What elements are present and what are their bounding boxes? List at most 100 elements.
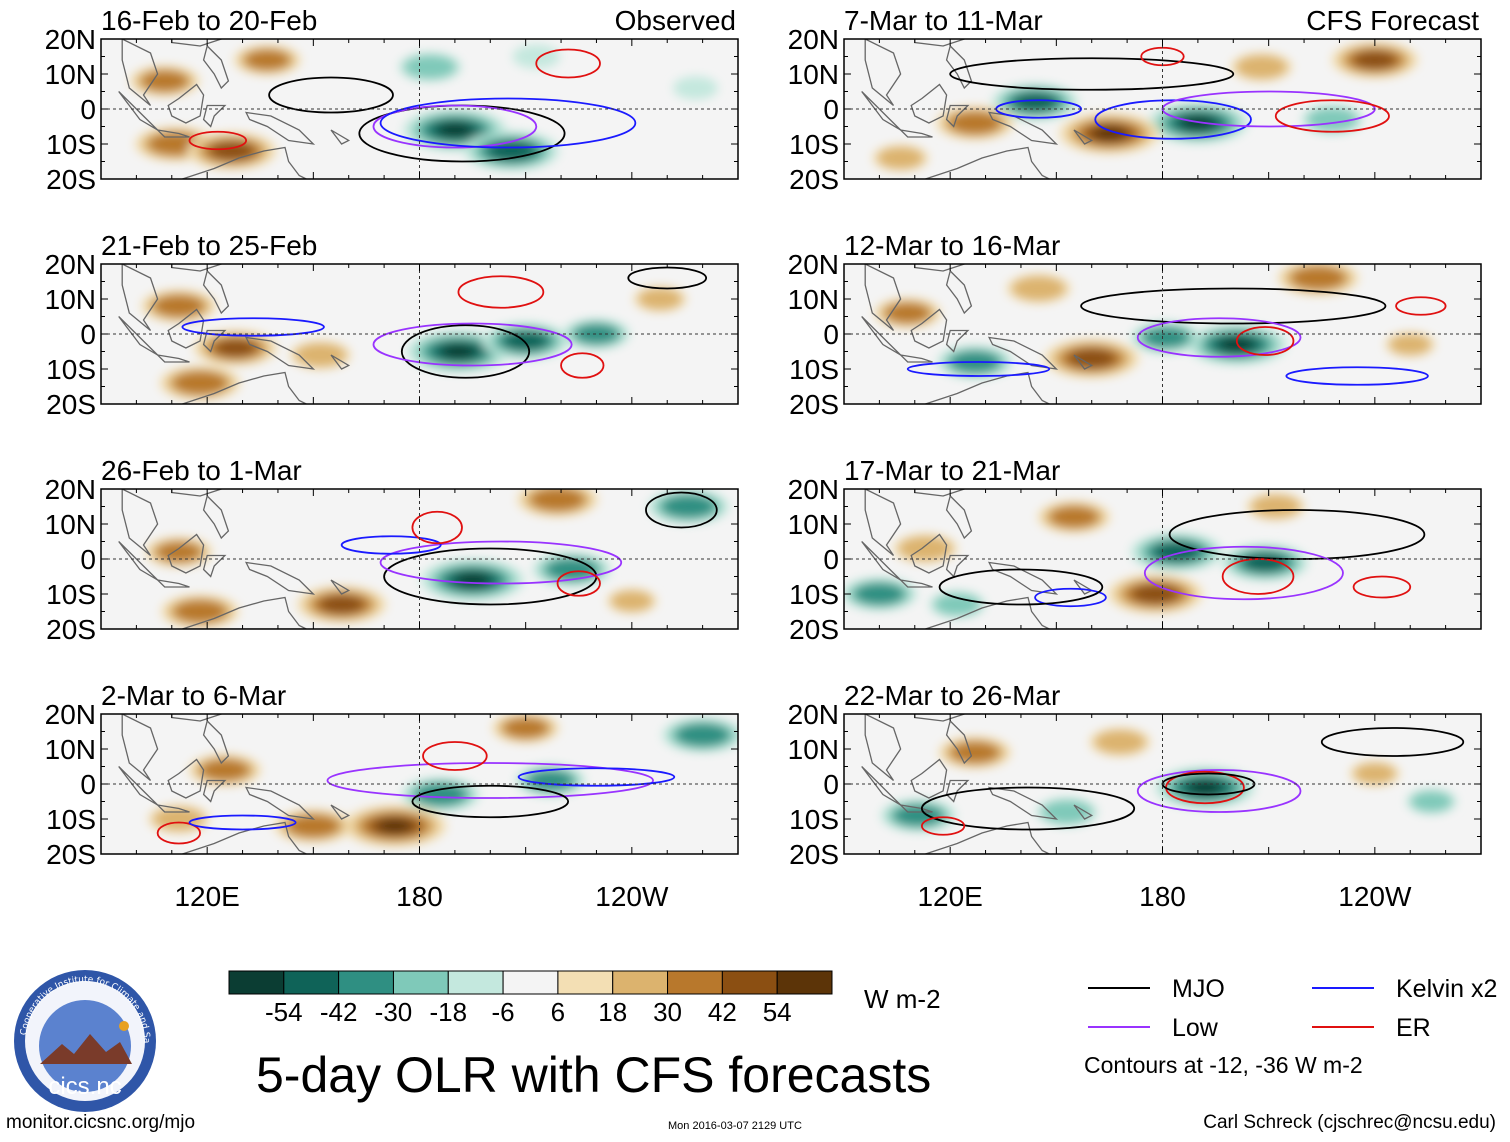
coastline [362, 853, 365, 854]
coastline [1073, 804, 1094, 820]
contour-er [1235, 326, 1295, 356]
contour-mjo [938, 568, 1104, 606]
colorbar-tick-label: 54 [763, 997, 792, 1027]
coastline [202, 104, 227, 128]
y-tick-label: 20S [789, 839, 839, 870]
olr-anomaly-blob [503, 717, 548, 739]
coastline [182, 146, 307, 179]
contour-kelvin-x2 [1285, 366, 1429, 386]
y-tick-label: 0 [823, 319, 839, 350]
y-tick-label: 20S [789, 614, 839, 645]
contour-er [535, 48, 601, 79]
olr-anomaly-blob [610, 590, 653, 612]
olr-anomaly-blob [1353, 51, 1397, 69]
y-tick-label: 20N [45, 699, 96, 730]
y-tick-label: 10N [45, 284, 96, 315]
y-tick-label: 10N [45, 59, 96, 90]
coastline [330, 804, 351, 820]
coastline [121, 489, 159, 557]
contour-mjo [920, 786, 1136, 831]
coastline [244, 561, 316, 595]
y-tick-label: 10N [788, 284, 839, 315]
coastline [171, 39, 223, 47]
y-tick-label: 20S [46, 164, 96, 195]
coastline [202, 329, 227, 353]
coastline [864, 489, 902, 557]
coastline [330, 129, 351, 145]
panel-1: 20N 10N 0 10S 20S 21-Feb to 25-Feb [45, 230, 739, 420]
olr-anomaly-blob [1011, 276, 1066, 301]
panel-7: 20N 10N 0 10S 20S 22-Mar to 26-Mar 120E 180 120W [788, 680, 1482, 912]
colorbar-swatch [612, 970, 669, 995]
y-tick-label: 10S [789, 354, 839, 385]
panel-date-label: 16-Feb to 20-Feb [101, 5, 317, 36]
panel-6: 20N 10N 0 10S 20S 17-Mar to 21-Mar [788, 455, 1482, 645]
contour-er [560, 352, 605, 379]
olr-anomaly-blob [214, 339, 257, 357]
olr-anomaly-blob [1236, 55, 1288, 79]
contour-er [1274, 99, 1390, 133]
y-tick-label: 20N [788, 474, 839, 505]
coastline [1073, 579, 1094, 595]
olr-anomaly-blob [294, 343, 346, 367]
olr-anomaly-blob [1291, 266, 1346, 290]
coastline [118, 766, 159, 806]
contour-kelvin-x2 [517, 767, 676, 787]
y-tick-label: 10S [789, 579, 839, 610]
coastline [244, 111, 316, 145]
olr-anomaly-blob [378, 819, 412, 833]
coastline [861, 766, 902, 806]
y-tick-label: 0 [823, 769, 839, 800]
coastline [925, 821, 1050, 854]
olr-field [844, 489, 1481, 629]
coastline [155, 804, 190, 813]
olr-anomaly-blob [530, 489, 585, 511]
coastline [118, 91, 159, 131]
y-tick-label: 0 [80, 769, 96, 800]
olr-anomaly-blob [403, 54, 457, 80]
panel-0: 20N 10N 0 10S 20S 16-Feb to 20-Feb Observed [45, 5, 739, 195]
legend-label: Kelvin x2 [1396, 975, 1497, 1003]
legend-label: ER [1396, 1014, 1431, 1042]
olr-anomaly-blob [675, 723, 730, 747]
coastline [167, 308, 205, 349]
logo-text: cics.nc [48, 1073, 121, 1100]
y-tick-label: 0 [80, 544, 96, 575]
y-tick-label: 10N [788, 509, 839, 540]
coastline [910, 83, 948, 124]
coastline [155, 354, 190, 363]
olr-anomaly-blob [504, 332, 547, 350]
source-url[interactable]: monitor.cicsnc.org/mjo [6, 1112, 196, 1133]
coastline [171, 264, 223, 272]
coastline [987, 786, 1059, 820]
colorbar-swatch [557, 970, 614, 995]
olr-anomaly-blob [574, 323, 619, 345]
contour-mjo [949, 57, 1235, 91]
colorbar-tick-label: 6 [551, 997, 565, 1027]
olr-anomaly-blob [673, 76, 718, 100]
coastline [914, 714, 966, 722]
coastline [914, 39, 966, 47]
x-tick-label: 180 [396, 881, 443, 912]
olr-anomaly-blob [1353, 763, 1396, 784]
colorbar-tick-label: -54 [265, 997, 303, 1027]
coastline [202, 719, 230, 765]
contour-mjo [268, 76, 394, 114]
colorbar-swatch [338, 970, 394, 995]
coastline [864, 714, 902, 782]
coastline [167, 83, 205, 124]
coastline [362, 178, 365, 179]
contour-kelvin-x2 [1034, 587, 1107, 608]
colorbar-swatch [667, 970, 723, 995]
coastline [202, 269, 230, 315]
coastline [898, 129, 933, 138]
colorbar-tick-label: 18 [598, 997, 627, 1027]
olr-anomaly-blob [156, 541, 202, 563]
y-tick-label: 0 [80, 94, 96, 125]
coastline [925, 371, 1050, 404]
colorbar-tick-label: -42 [320, 997, 358, 1027]
contour-low [379, 540, 623, 585]
colorbar-swatch [502, 970, 559, 995]
olr-anomaly-blob [885, 302, 930, 324]
coastline [861, 91, 902, 131]
